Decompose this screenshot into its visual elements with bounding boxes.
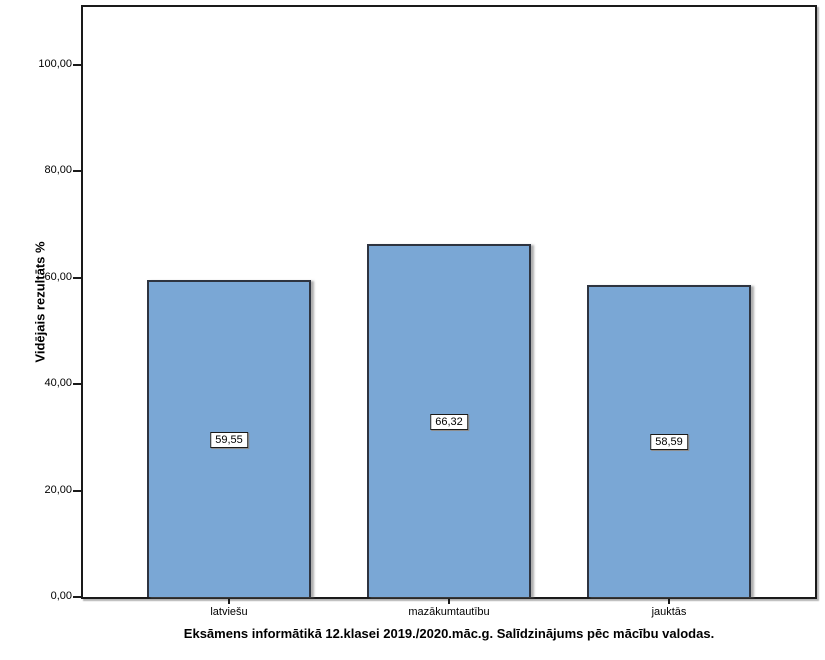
- chart-title: Eksāmens informātikā 12.klasei 2019./202…: [183, 626, 715, 641]
- x-tick: [668, 599, 670, 604]
- x-category-label: latviešu: [210, 606, 248, 618]
- y-tick: [73, 596, 81, 598]
- y-tick-label: 100,00: [38, 58, 72, 70]
- bar-value-label: 66,32: [430, 413, 468, 430]
- y-tick: [73, 277, 81, 279]
- plot-area: 59,55 66,32 58,59: [81, 5, 817, 599]
- bar-value-label: 59,55: [210, 431, 248, 448]
- bar: 58,59: [587, 285, 751, 597]
- x-tick: [448, 599, 450, 604]
- y-tick-label: 80,00: [44, 164, 72, 176]
- x-category-label: jauktās: [651, 606, 687, 618]
- bar-value-label: 58,59: [650, 434, 688, 450]
- x-tick: [228, 599, 230, 604]
- y-tick: [73, 170, 81, 172]
- y-tick-label: 0,00: [50, 590, 72, 602]
- y-tick: [73, 383, 81, 385]
- x-category-label: mazākumtautību: [408, 606, 490, 618]
- y-tick-label: 20,00: [44, 484, 72, 496]
- y-axis-title: Vidējais rezultāts %: [32, 241, 48, 363]
- bar: 66,32: [367, 244, 531, 597]
- bar: 59,55: [147, 280, 311, 597]
- y-tick: [73, 64, 81, 66]
- y-tick-label: 40,00: [44, 377, 72, 389]
- y-tick-label: 60,00: [44, 271, 72, 283]
- y-tick: [73, 490, 81, 492]
